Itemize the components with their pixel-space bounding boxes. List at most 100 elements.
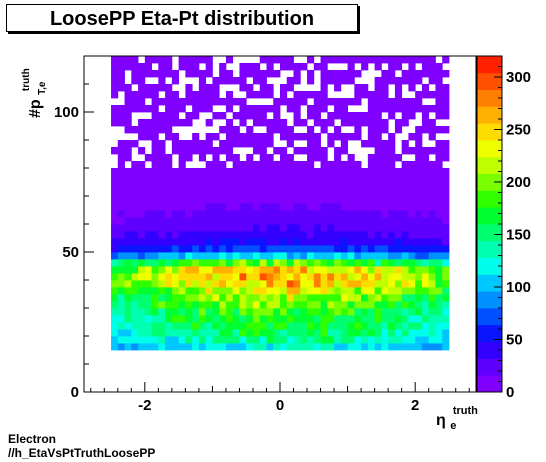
heatmap-cell — [232, 126, 240, 134]
heatmap-cell — [239, 140, 247, 148]
heatmap-cell — [225, 203, 234, 211]
heatmap-cell — [171, 329, 180, 337]
heatmap-cell — [165, 238, 173, 246]
heatmap-cell — [313, 98, 321, 106]
heatmap-cell — [428, 259, 436, 267]
z-tick-label: 150 — [506, 227, 531, 244]
heatmap-cell — [374, 77, 382, 85]
heatmap-cell — [165, 119, 173, 127]
heatmap-cell — [347, 98, 355, 106]
heatmap-cell — [165, 210, 173, 218]
heatmap-cell — [428, 161, 436, 169]
heatmap-cell — [198, 105, 207, 113]
heatmap-cell — [239, 77, 247, 85]
heatmap-cell — [266, 343, 274, 351]
heatmap-cell — [158, 238, 166, 246]
heatmap-cell — [293, 105, 301, 113]
heatmap-cell — [293, 266, 301, 274]
heatmap-cell — [138, 203, 146, 211]
heatmap-cell — [239, 224, 247, 232]
heatmap-cell — [165, 259, 173, 267]
heatmap-cell — [300, 315, 308, 323]
heatmap-cell — [442, 224, 450, 232]
heatmap-cell — [307, 315, 315, 323]
heatmap-cell — [421, 273, 430, 281]
heatmap-cell — [280, 91, 288, 99]
heatmap-cell — [327, 133, 335, 141]
heatmap-cell — [266, 175, 274, 183]
heatmap-cell — [388, 224, 396, 232]
heatmap-cell — [273, 210, 281, 218]
heatmap-cell — [401, 105, 409, 113]
heatmap-cell — [131, 70, 139, 78]
heatmap-cell — [266, 63, 274, 71]
heatmap-cell — [286, 56, 294, 64]
heatmap-cell — [205, 168, 213, 176]
heatmap-cell — [293, 217, 301, 225]
heatmap-cell — [259, 119, 267, 127]
heatmap-cell — [313, 231, 321, 239]
heatmap-cell — [361, 210, 369, 218]
heatmap-cell — [367, 301, 376, 309]
heatmap-cell — [239, 182, 247, 190]
x-tick-label: 0 — [276, 397, 284, 414]
heatmap-cell — [307, 56, 315, 64]
heatmap-cell — [192, 217, 200, 225]
heatmap-cell — [293, 161, 301, 169]
heatmap-cell — [381, 343, 389, 351]
heatmap-cell — [259, 210, 267, 218]
heatmap-cell — [165, 245, 173, 253]
heatmap-cell — [428, 63, 436, 71]
heatmap-cell — [205, 84, 213, 92]
heatmap-cell — [327, 231, 335, 239]
heatmap-cell — [178, 140, 186, 148]
heatmap-cell — [124, 175, 132, 183]
heatmap-cell — [442, 168, 450, 176]
heatmap-cell — [212, 322, 220, 330]
heatmap-cell — [361, 329, 369, 337]
heatmap-cell — [334, 189, 342, 197]
heatmap-cell — [361, 273, 369, 281]
heatmap-cell — [307, 245, 315, 253]
heatmap-cell — [239, 105, 247, 113]
heatmap-cell — [280, 210, 288, 218]
heatmap-cell — [347, 210, 355, 218]
heatmap-cell — [259, 175, 267, 183]
heatmap-cell — [131, 322, 139, 330]
heatmap-cell — [361, 56, 369, 64]
heatmap-cell — [144, 252, 152, 260]
heatmap-cell — [320, 294, 328, 302]
heatmap-cell — [252, 196, 261, 204]
heatmap-cell — [111, 119, 119, 127]
heatmap-cell — [320, 273, 328, 281]
heatmap-cell — [334, 322, 342, 330]
heatmap-cell — [151, 322, 159, 330]
heatmap-cell — [435, 126, 443, 134]
heatmap-cell — [313, 105, 321, 113]
heatmap-cell — [388, 105, 396, 113]
heatmap-cell — [266, 252, 274, 260]
heatmap-cell — [131, 238, 139, 246]
heatmap-cell — [442, 147, 450, 155]
heatmap-cell — [205, 308, 213, 316]
z-tick-label: 0 — [506, 384, 514, 401]
heatmap-cell — [151, 301, 159, 309]
heatmap-cell — [131, 182, 139, 190]
heatmap-cell — [307, 175, 315, 183]
heatmap-cell — [347, 315, 355, 323]
heatmap-cell — [212, 189, 220, 197]
heatmap-cell — [421, 259, 430, 267]
heatmap-cell — [151, 217, 159, 225]
heatmap-cell — [205, 70, 213, 78]
heatmap-cell — [347, 259, 355, 267]
heatmap-cell — [442, 105, 450, 113]
heatmap-cell — [259, 133, 267, 141]
heatmap-cell — [300, 301, 308, 309]
heatmap-cell — [300, 273, 308, 281]
heatmap-cell — [144, 105, 152, 113]
heatmap-cell — [313, 189, 321, 197]
heatmap-cell — [435, 252, 443, 260]
heatmap-cell — [286, 182, 294, 190]
heatmap-cell — [421, 126, 430, 134]
heatmap-cell — [151, 84, 159, 92]
